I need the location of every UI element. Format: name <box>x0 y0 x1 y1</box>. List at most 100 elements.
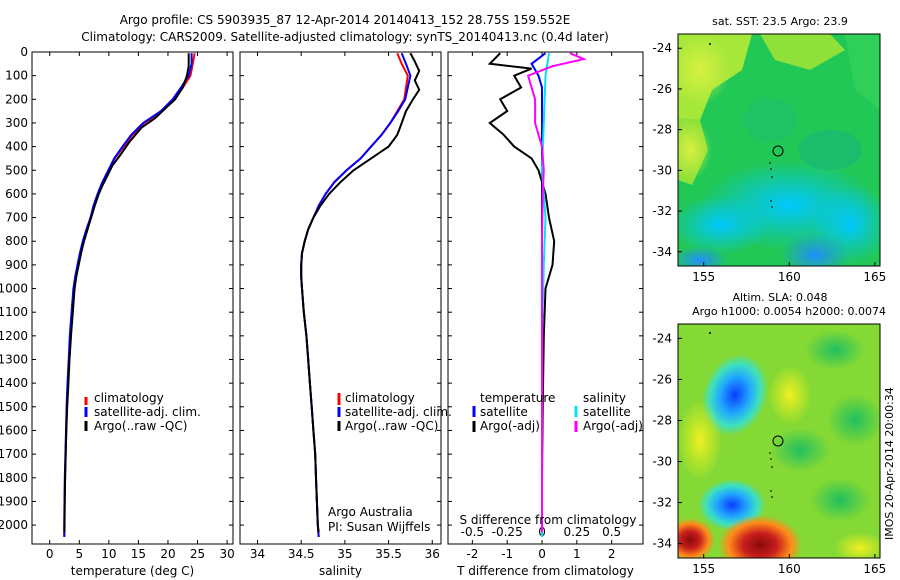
plot-frame <box>447 51 644 545</box>
s-diff-tick-label: 0.25 <box>563 525 590 539</box>
coast-dot <box>709 332 711 334</box>
x-tick-label: -2 <box>466 547 478 561</box>
y-tick-label: 0 <box>20 45 28 59</box>
x-axis-label: salinity <box>319 564 362 578</box>
lon-tick-label: 160 <box>778 562 801 576</box>
legend-climatology-label: climatology <box>345 391 415 405</box>
pi-label: PI: Susan Wijffels <box>328 520 430 534</box>
lat-tick-label: -26 <box>652 372 672 386</box>
y-tick-label: 800 <box>5 234 28 248</box>
legend-sal-satellite-label: satellite <box>583 405 631 419</box>
title-line-1: Argo profile: CS 5903935_87 12-Apr-2014 … <box>120 13 571 27</box>
lon-tick-label: 155 <box>692 562 715 576</box>
y-tick-label: 1500 <box>0 400 28 414</box>
lon-tick-label: 165 <box>863 562 886 576</box>
x-tick-label: 0 <box>46 547 54 561</box>
argo-position-marker <box>772 435 784 447</box>
imos-timestamp: IMOS 20-Apr-2014 20:00:34 <box>883 387 896 540</box>
x-tick-label: 34 <box>250 547 265 561</box>
legend-sal-argo-label: Argo(-adj) <box>583 419 643 433</box>
lat-tick-label: -32 <box>652 204 672 218</box>
difference-panel: -2 -1 0 1 2-0.5 -0.25 0 0.25 0.5T difference fro… <box>447 51 644 578</box>
x-tick-label: 35 <box>337 547 352 561</box>
y-tick-label: 700 <box>5 211 28 225</box>
sla-map-frame <box>677 323 881 559</box>
series-line-argo-raw-qc- <box>63 53 190 533</box>
y-tick-label: 900 <box>5 258 28 272</box>
lon-tick-label: 165 <box>863 270 886 284</box>
y-tick-label: 200 <box>5 92 28 106</box>
argo-position-marker <box>772 145 784 157</box>
lat-tick-label: -24 <box>652 331 672 345</box>
legend-satellite-label: satellite-adj. clim. <box>345 405 452 419</box>
lat-tick-label: -28 <box>652 413 672 427</box>
y-tick-label: 400 <box>5 140 28 154</box>
x-tick-label: 5 <box>75 547 83 561</box>
coast-marks <box>769 162 773 208</box>
difference-legend: temperature salinity satellite Argo(-adj… <box>460 391 643 527</box>
sst-map-frame <box>677 33 881 267</box>
x-tick-label: 35.5 <box>375 547 402 561</box>
x-tick-label: 25 <box>190 547 205 561</box>
sst-map-title: sat. SST: 23.5 Argo: 23.9 <box>712 15 848 28</box>
y-tick-label: 600 <box>5 187 28 201</box>
x-axis-label: temperature (deg C) <box>71 564 194 578</box>
argo-australia-label: Argo Australia <box>328 505 413 519</box>
temperature-panel: 0 5 10 15 20 25 30 temperature (deg C) 0 100 200 30… <box>0 45 235 578</box>
coast-dot <box>709 43 711 45</box>
plot-frame <box>239 51 442 545</box>
legend-temp-argo-label: Argo(-adj) <box>480 419 540 433</box>
x-tick-label: 34.5 <box>288 547 315 561</box>
series-line-satellite-adj-clim- <box>300 52 412 537</box>
legend-argo-label: Argo(..raw -QC) <box>94 419 187 433</box>
y-tick-label: 1000 <box>0 282 28 296</box>
x-tick-label: 15 <box>131 547 146 561</box>
series-line-argo-adj- <box>487 52 556 533</box>
y-tick-label: 1100 <box>0 305 28 319</box>
x-tick-label: 30 <box>219 547 234 561</box>
x-tick-label: 10 <box>101 547 116 561</box>
sst-map: sat. SST: 23.5 Argo: 23.9 -24 -26 -28 -30 -3… <box>652 15 886 284</box>
y-tick-label: 1400 <box>0 376 28 390</box>
y-tick-label: 100 <box>5 69 28 83</box>
lat-tick-label: -24 <box>652 41 672 55</box>
salinity-panel: 34 34.5 35 35.5 36 salinity <box>239 51 442 578</box>
x-tick-label: 1 <box>573 547 581 561</box>
legend-temp-satellite-label: satellite <box>480 405 528 419</box>
legend-climatology-label: climatology <box>94 391 164 405</box>
y-tick-label: 2000 <box>0 518 28 532</box>
sla-map: Altim. SLA: 0.048 Argo h1000: 0.0054 h20… <box>652 291 886 576</box>
y-tick-label: 500 <box>5 163 28 177</box>
lat-tick-label: -26 <box>652 82 672 96</box>
sla-map-title-2: Argo h1000: 0.0054 h2000: 0.0074 <box>692 305 886 318</box>
title-line-2: Climatology: CARS2009. Satellite-adjuste… <box>81 30 609 44</box>
sla-map-title-1: Altim. SLA: 0.048 <box>732 291 827 304</box>
y-tick-label: 300 <box>5 116 28 130</box>
series-line-climatology <box>63 53 196 537</box>
series-line-satellite-adj-clim- <box>63 53 193 537</box>
y-tick-label: 1900 <box>0 494 28 508</box>
temperature-legend: climatology satellite-adj. clim. Argo(..… <box>84 391 201 433</box>
y-tick-label: 1800 <box>0 471 28 485</box>
x-tick-label: 0 <box>538 547 546 561</box>
legend-satellite-label: satellite-adj. clim. <box>94 405 201 419</box>
series-line-climatology <box>300 52 409 537</box>
x-tick-label: -1 <box>501 547 513 561</box>
y-tick-label: 1700 <box>0 447 28 461</box>
series-line-argo-adj- <box>526 52 588 533</box>
x-tick-label: 2 <box>608 547 616 561</box>
lon-tick-label: 155 <box>692 270 715 284</box>
y-tick-label: 1300 <box>0 353 28 367</box>
s-diff-tick-label: -0.25 <box>492 525 523 539</box>
s-diff-tick-label: -0.5 <box>461 525 484 539</box>
series-line-argo-raw-qc- <box>300 52 421 533</box>
lon-tick-label: 160 <box>778 270 801 284</box>
y-tick-label: 1600 <box>0 423 28 437</box>
lat-tick-label: -34 <box>652 245 672 259</box>
legend-salinity-title: salinity <box>583 391 626 405</box>
x-tick-label: 20 <box>160 547 175 561</box>
lat-tick-label: -30 <box>652 455 672 469</box>
legend-temperature-title: temperature <box>480 391 555 405</box>
plot-frame <box>31 51 234 545</box>
salinity-legend: climatology satellite-adj. clim. Argo(..… <box>328 391 452 534</box>
